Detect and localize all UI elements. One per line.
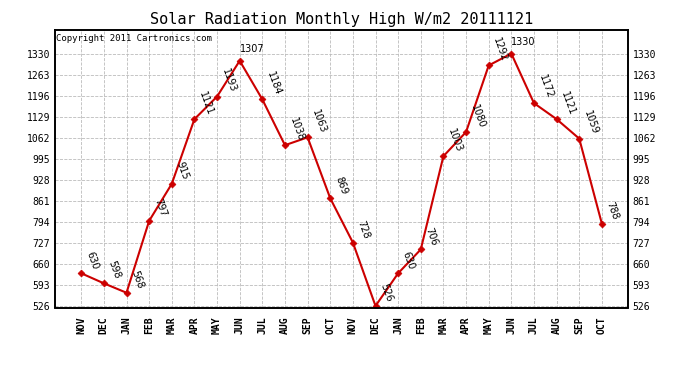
Text: 797: 797 <box>152 197 168 218</box>
Text: 1080: 1080 <box>469 103 486 129</box>
Text: 788: 788 <box>604 200 620 221</box>
Text: 1307: 1307 <box>239 44 264 54</box>
Text: 598: 598 <box>107 260 122 280</box>
Text: 1193: 1193 <box>220 68 237 94</box>
Text: 630: 630 <box>401 250 417 270</box>
Text: 706: 706 <box>424 226 440 247</box>
Text: 630: 630 <box>84 250 99 270</box>
Text: 568: 568 <box>129 269 145 290</box>
Text: Copyright 2011 Cartronics.com: Copyright 2011 Cartronics.com <box>57 34 213 43</box>
Text: 1184: 1184 <box>265 70 283 97</box>
Text: 1292: 1292 <box>491 36 509 63</box>
Text: 1172: 1172 <box>537 74 555 100</box>
Text: 1121: 1121 <box>197 90 215 116</box>
Text: 728: 728 <box>355 219 371 240</box>
Title: Solar Radiation Monthly High W/m2 20111121: Solar Radiation Monthly High W/m2 201111… <box>150 12 533 27</box>
Text: 915: 915 <box>175 160 190 181</box>
Text: 1059: 1059 <box>582 109 600 136</box>
Text: 1063: 1063 <box>310 108 328 135</box>
Text: 1038: 1038 <box>288 116 306 142</box>
Text: 1003: 1003 <box>446 127 464 153</box>
Text: 1330: 1330 <box>511 37 536 46</box>
Text: 1121: 1121 <box>560 90 578 116</box>
Text: 869: 869 <box>333 175 348 195</box>
Text: 526: 526 <box>378 282 394 303</box>
